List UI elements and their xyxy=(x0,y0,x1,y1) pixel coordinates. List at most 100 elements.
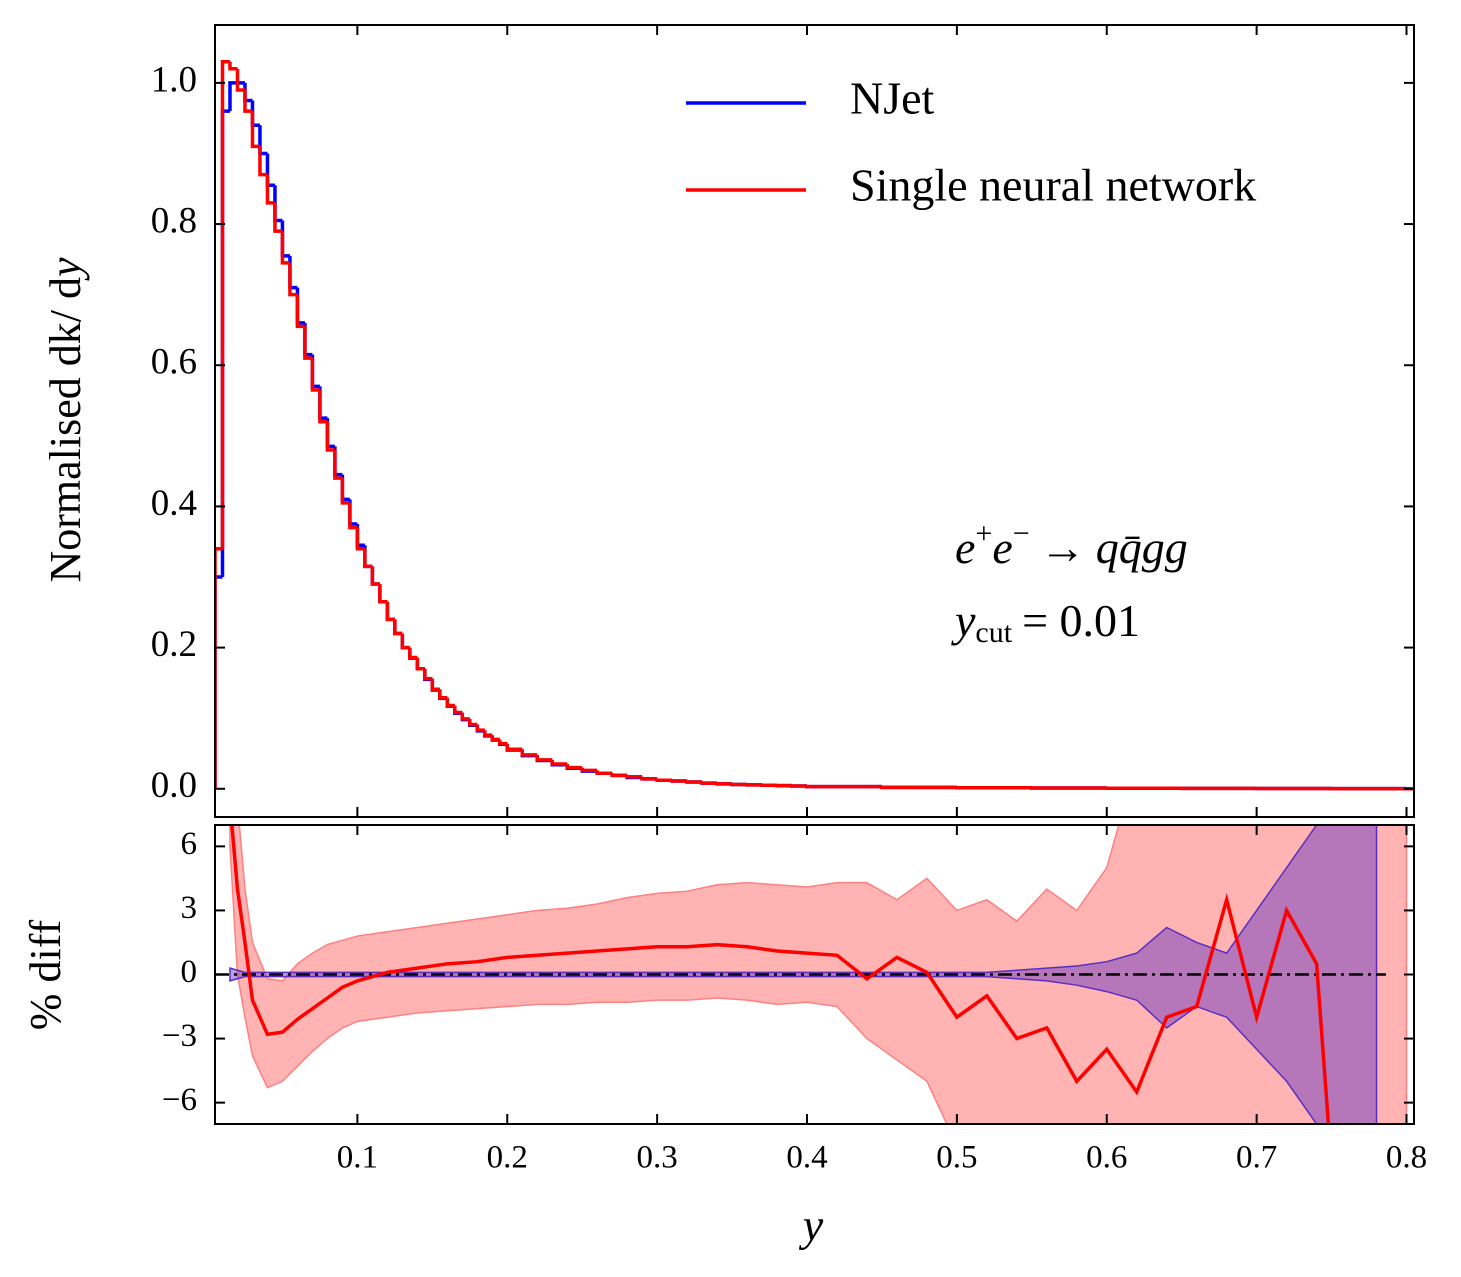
histogram-step xyxy=(685,780,703,784)
plot-frame xyxy=(214,24,1415,818)
histogram-step xyxy=(460,712,470,721)
legend-label: NJet xyxy=(850,73,935,124)
histogram-step xyxy=(445,697,455,708)
x-tick-label: 0.7 xyxy=(1236,1140,1277,1176)
histogram-step xyxy=(595,770,613,775)
x-tick-label: 0.2 xyxy=(487,1140,528,1176)
histogram-step xyxy=(265,174,275,205)
diff-line xyxy=(230,825,1331,1124)
ann: qq̄gg xyxy=(1096,522,1188,573)
histogram-step xyxy=(355,527,365,551)
plot-frame xyxy=(214,824,1415,1125)
histogram-step xyxy=(670,779,688,783)
histogram-step xyxy=(400,633,410,650)
legend-label: Single neural network xyxy=(850,160,1256,211)
y-tick-label: 0.8 xyxy=(151,201,197,242)
x-tick-label: 0.4 xyxy=(786,1140,827,1176)
ann: + xyxy=(975,517,992,550)
ann: → xyxy=(1040,522,1086,573)
histogram-step xyxy=(880,785,957,790)
histogram-step xyxy=(295,294,305,329)
ann: y xyxy=(951,595,976,646)
histogram-step xyxy=(310,358,320,392)
histogram-step xyxy=(215,575,223,789)
histogram-step xyxy=(273,202,283,233)
ann: e xyxy=(955,522,975,573)
x-tick-label: 0.8 xyxy=(1386,1140,1427,1176)
histogram-step xyxy=(393,619,403,636)
histogram-step xyxy=(805,784,882,789)
ann: = 0.01 xyxy=(1022,595,1140,646)
histogram-step xyxy=(423,668,433,681)
histogram-step xyxy=(340,478,350,505)
y-label-text: Normalised dk/ d xyxy=(41,277,90,583)
histogram-step xyxy=(318,389,328,424)
y-axis-label: Normalised dk/ dy xyxy=(41,257,90,583)
histogram-step xyxy=(250,111,260,149)
y-axis-label: % diff xyxy=(21,919,70,1030)
y-tick-label: 1.0 xyxy=(151,59,197,100)
histogram-step xyxy=(228,61,238,71)
x-axis-label: y xyxy=(799,1200,824,1251)
histogram-step xyxy=(288,262,298,297)
histogram-step xyxy=(235,68,245,92)
histogram-step xyxy=(505,743,523,751)
histogram-step xyxy=(363,548,373,569)
histogram-step xyxy=(408,647,418,660)
histogram-step xyxy=(415,657,425,671)
histogram-step xyxy=(580,767,598,773)
histogram-step xyxy=(483,730,493,737)
histogram-step xyxy=(475,724,485,732)
y-tick-label: 0 xyxy=(181,954,198,990)
histogram-step xyxy=(348,502,358,530)
histogram-step xyxy=(378,584,388,604)
y-label-var: y xyxy=(41,257,90,281)
x-tick-label: 0.5 xyxy=(936,1140,977,1176)
histogram-step xyxy=(498,739,508,746)
y-tick-label: −3 xyxy=(162,1018,197,1054)
histogram-step xyxy=(655,778,673,783)
histogram-step xyxy=(370,566,380,586)
histogram-step xyxy=(565,764,583,770)
y-tick-label: −6 xyxy=(162,1082,197,1118)
histogram-step xyxy=(303,326,313,360)
histogram-step xyxy=(700,781,718,785)
annotation: ycut = 0.01 xyxy=(951,595,1140,649)
histogram-step xyxy=(385,601,395,622)
histogram-step xyxy=(220,59,230,549)
x-tick-label: 0.1 xyxy=(337,1140,378,1176)
y-tick-label: 3 xyxy=(181,890,198,926)
annotation: e+e− → qq̄gg xyxy=(955,517,1188,573)
histogram-step xyxy=(625,775,643,779)
histogram-step xyxy=(228,81,238,112)
histogram-step xyxy=(520,749,538,757)
histogram-step xyxy=(610,773,628,778)
y-tick-label: 0.0 xyxy=(151,765,197,806)
histogram-step xyxy=(640,776,658,781)
x-tick-label: 0.3 xyxy=(637,1140,678,1176)
histogram-step xyxy=(258,146,268,177)
histogram-step xyxy=(280,231,290,265)
bottom-plot xyxy=(215,825,1408,1124)
y-tick-label: 0.2 xyxy=(151,624,197,665)
histogram-step xyxy=(453,705,463,715)
y-tick-label: 6 xyxy=(181,826,198,862)
ann: − xyxy=(1013,517,1030,550)
x-tick-label: 0.6 xyxy=(1086,1140,1127,1176)
histogram-step xyxy=(715,782,733,786)
ann: cut xyxy=(975,616,1012,649)
histogram-step xyxy=(430,678,440,691)
ann: e xyxy=(992,522,1012,573)
histogram-step xyxy=(468,718,478,727)
histogram-step xyxy=(325,421,335,452)
histogram-step xyxy=(215,547,223,789)
histogram-step xyxy=(438,689,448,700)
y-tick-label: 0.6 xyxy=(151,342,197,383)
histogram-step xyxy=(730,782,748,787)
top-plot xyxy=(215,59,1414,791)
histogram-step xyxy=(333,449,343,480)
histogram-step xyxy=(535,754,553,762)
histogram-step xyxy=(490,735,500,742)
axes: 0.0 0.2 0.4 0.6 0.8 1.0 NJet Single neural netw… xyxy=(151,24,1427,1176)
